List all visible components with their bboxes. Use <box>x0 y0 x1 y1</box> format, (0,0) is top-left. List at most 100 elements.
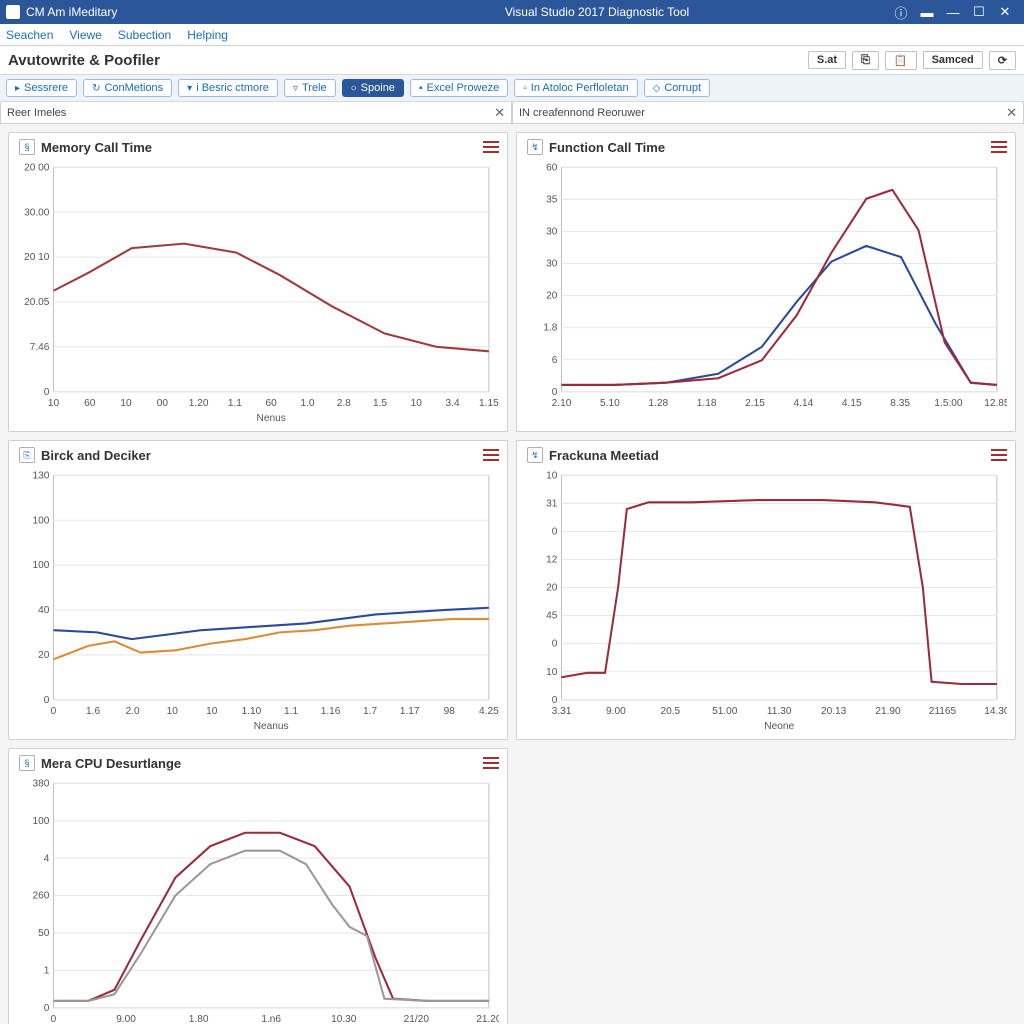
refresh-icon[interactable]: ⟳ <box>989 51 1016 70</box>
svg-text:60: 60 <box>266 398 278 409</box>
svg-text:4.25: 4.25 <box>479 706 499 717</box>
chart-title: Function Call Time <box>549 140 665 155</box>
close-icon[interactable]: ✕ <box>494 105 505 121</box>
info-icon[interactable]: ⓘ <box>888 0 914 24</box>
svg-text:1.7: 1.7 <box>363 706 377 717</box>
svg-text:0: 0 <box>552 526 558 537</box>
svg-text:0: 0 <box>44 695 50 706</box>
svg-text:12.85: 12.85 <box>984 398 1007 409</box>
svg-text:Nenus: Nenus <box>257 413 286 424</box>
close-button[interactable]: ✕ <box>992 0 1018 24</box>
chevron-icon: ▾ <box>187 83 192 94</box>
svg-text:1.1: 1.1 <box>284 706 298 717</box>
svg-text:21.20: 21.20 <box>476 1014 499 1024</box>
svg-text:20: 20 <box>546 291 558 302</box>
panel-tab-left[interactable]: Reer Imeles ✕ <box>0 102 512 124</box>
chart-title: Memory Call Time <box>41 140 152 155</box>
svg-text:6: 6 <box>552 355 558 366</box>
svg-text:9.00: 9.00 <box>606 706 626 717</box>
svg-text:5.10: 5.10 <box>600 398 620 409</box>
chart-birck: ⎘ Birck and Deciker 1301001004020001.62.… <box>8 440 508 740</box>
svg-text:0: 0 <box>44 387 50 398</box>
page-subtitle: Avutowrite & Poofiler <box>8 52 160 69</box>
chart-plot: 20 0030.0020 1020.057.460106010001.201.1… <box>13 157 499 427</box>
svg-text:1.1: 1.1 <box>228 398 242 409</box>
btn-ibesric[interactable]: ▾i Besric ctmore <box>178 79 278 97</box>
panel-tabs: Reer Imeles ✕ IN creafennond Reoruwer ✕ <box>0 102 1024 124</box>
menu-icon[interactable] <box>483 449 499 461</box>
menu-icon[interactable] <box>483 757 499 769</box>
svg-text:260: 260 <box>33 891 50 902</box>
chart-frackuna: ↯ Frackuna Meetiad 1031012204501003.319.… <box>516 440 1016 740</box>
menubar: Seachen Viewe Subection Helping <box>0 24 1024 46</box>
menu-subection[interactable]: Subection <box>118 28 171 42</box>
chart-title: Birck and Deciker <box>41 448 151 463</box>
filter-icon: ▿ <box>293 83 298 94</box>
svg-text:20: 20 <box>546 583 558 594</box>
svg-text:0: 0 <box>44 1003 50 1014</box>
svg-text:2.10: 2.10 <box>552 398 572 409</box>
svg-text:0: 0 <box>552 695 558 706</box>
svg-text:2.8: 2.8 <box>337 398 351 409</box>
svg-text:1.15: 1.15 <box>479 398 499 409</box>
svg-text:0: 0 <box>552 387 558 398</box>
menu-icon[interactable] <box>991 449 1007 461</box>
svg-text:1.80: 1.80 <box>189 1014 209 1024</box>
svg-text:20 00: 20 00 <box>24 162 50 173</box>
svg-text:4.15: 4.15 <box>842 398 862 409</box>
close-icon[interactable]: ✕ <box>1006 105 1017 121</box>
titlebar: CM Am iMeditary Visual Studio 2017 Diagn… <box>0 0 1024 24</box>
minimize-button[interactable]: — <box>940 0 966 24</box>
panel-tab-right[interactable]: IN creafennond Reoruwer ✕ <box>512 102 1024 124</box>
svg-text:Neanus: Neanus <box>254 721 289 732</box>
panel-tab-left-label: Reer Imeles <box>7 107 66 119</box>
menu-view[interactable]: Viewe <box>69 28 101 42</box>
menu-helping[interactable]: Helping <box>187 28 228 42</box>
svg-text:1.6: 1.6 <box>86 706 100 717</box>
btn-trele[interactable]: ▿Trele <box>284 79 336 97</box>
svg-text:51.00: 51.00 <box>712 706 738 717</box>
svg-text:10: 10 <box>48 398 60 409</box>
svg-text:30.00: 30.00 <box>24 207 50 218</box>
svg-text:3.4: 3.4 <box>446 398 460 409</box>
svg-text:10: 10 <box>206 706 218 717</box>
samced-button[interactable]: Samced <box>923 51 983 69</box>
svg-text:2.0: 2.0 <box>126 706 140 717</box>
sat-button[interactable]: S.at <box>808 51 846 69</box>
menu-search[interactable]: Seachen <box>6 28 53 42</box>
menu-icon[interactable] <box>483 141 499 153</box>
svg-text:10.30: 10.30 <box>331 1014 357 1024</box>
btn-sessrere[interactable]: ▸Sessrere <box>6 79 77 97</box>
svg-text:11.30: 11.30 <box>767 706 792 717</box>
svg-text:60: 60 <box>84 398 96 409</box>
svg-text:1.5:00: 1.5:00 <box>934 398 962 409</box>
pin-icon[interactable]: ▬ <box>914 0 940 24</box>
clipboard-icon[interactable]: 📋 <box>885 51 917 70</box>
export-icon: ▪ <box>419 83 423 94</box>
chart-plot: 1301001004020001.62.010101.101.11.161.71… <box>13 465 499 735</box>
svg-text:1.10: 1.10 <box>242 706 262 717</box>
svg-text:4: 4 <box>44 853 50 864</box>
menu-icon[interactable] <box>991 141 1007 153</box>
chart-memory: § Memory Call Time 20 0030.0020 1020.057… <box>8 132 508 432</box>
svg-text:10: 10 <box>167 706 179 717</box>
svg-text:14.30: 14.30 <box>984 706 1007 717</box>
svg-text:1.8: 1.8 <box>543 323 557 334</box>
copy-icon[interactable]: ⎘ <box>852 51 879 70</box>
svg-text:98: 98 <box>444 706 456 717</box>
btn-conmetions[interactable]: ↻ConMetions <box>83 79 172 97</box>
btn-excel[interactable]: ▪Excel Proweze <box>410 79 508 97</box>
record-icon: ○ <box>351 83 357 94</box>
btn-atoisc[interactable]: ▫In Atoloc Perfloletan <box>514 79 637 97</box>
btn-spoine[interactable]: ○Spoine <box>342 79 404 97</box>
svg-text:21.90: 21.90 <box>875 706 901 717</box>
svg-text:35: 35 <box>546 194 558 205</box>
svg-text:45: 45 <box>546 611 558 622</box>
maximize-button[interactable]: ☐ <box>966 0 992 24</box>
svg-text:3.31: 3.31 <box>552 706 572 717</box>
svg-text:10: 10 <box>546 470 558 481</box>
svg-text:31: 31 <box>546 498 558 509</box>
btn-corrupt[interactable]: ◇Corrupt <box>644 79 710 97</box>
svg-text:30: 30 <box>546 226 558 237</box>
svg-text:100: 100 <box>33 560 50 571</box>
